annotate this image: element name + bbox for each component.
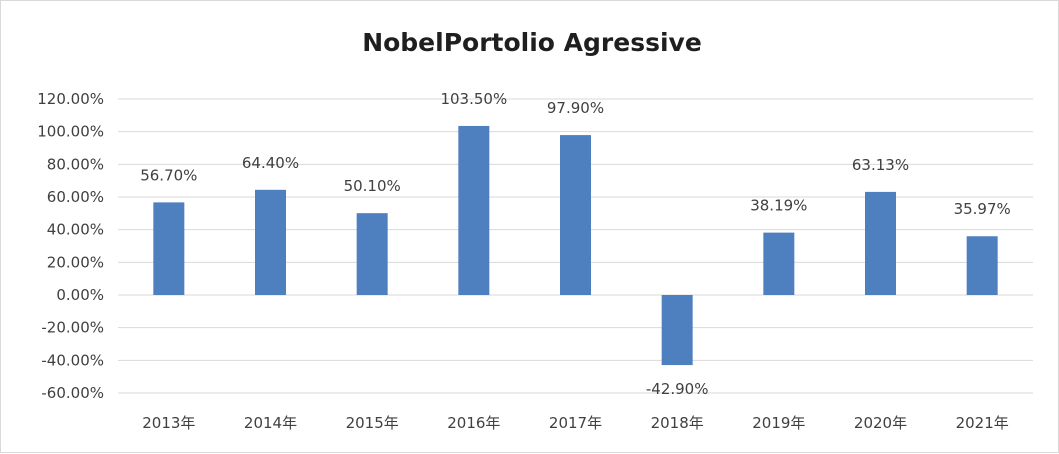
data-label: 38.19% xyxy=(750,197,807,215)
y-tick-label: 100.00% xyxy=(37,123,104,141)
data-label: -42.90% xyxy=(646,380,709,398)
y-tick-label: 120.00% xyxy=(37,90,104,108)
x-tick-label: 2020年 xyxy=(854,414,907,432)
data-label: 97.90% xyxy=(547,99,604,117)
x-tick-label: 2014年 xyxy=(244,414,297,432)
bars xyxy=(153,125,998,366)
bar xyxy=(865,191,896,295)
x-tick-label: 2018年 xyxy=(651,414,704,432)
data-label: 35.97% xyxy=(954,200,1011,218)
chart-title: NobelPortolio Agressive xyxy=(362,28,702,57)
data-label: 50.10% xyxy=(344,177,401,195)
y-tick-label: 80.00% xyxy=(47,155,104,173)
x-tick-label: 2015年 xyxy=(346,414,399,432)
x-tick-label: 2016年 xyxy=(447,414,500,432)
bar xyxy=(255,189,286,295)
x-tick-label: 2017年 xyxy=(549,414,602,432)
bar xyxy=(560,135,591,295)
y-tick-label: 20.00% xyxy=(47,253,104,271)
y-tick-label: 60.00% xyxy=(47,188,104,206)
x-tick-label: 2019年 xyxy=(752,414,805,432)
data-label: 56.70% xyxy=(140,166,197,184)
bar xyxy=(966,236,998,295)
x-axis-ticks: 2013年 2014年 2015年 2016年 2017年 2018年 2019年 2020年… xyxy=(142,414,1009,432)
y-tick-label: 40.00% xyxy=(47,221,104,239)
data-label: 63.13% xyxy=(852,156,909,174)
bar xyxy=(458,125,490,295)
y-tick-label: -60.00% xyxy=(41,384,104,402)
y-tick-label: 0.00% xyxy=(56,286,104,304)
y-tick-label: -40.00% xyxy=(41,351,104,369)
data-label: 64.40% xyxy=(242,154,299,172)
data-label: 103.50% xyxy=(440,90,507,108)
x-tick-label: 2021年 xyxy=(956,414,1009,432)
y-axis-ticks: 120.00% 100.00% 80.00% 60.00% 40.00% 20.00% 0.… xyxy=(37,90,104,402)
bar xyxy=(153,202,185,295)
x-tick-label: 2013年 xyxy=(142,414,195,432)
data-labels: 56.70% 64.40% 50.10% 103.50% 97.90% -42.90% 38… xyxy=(140,90,1011,398)
bar xyxy=(356,213,388,295)
y-tick-label: -20.00% xyxy=(41,319,104,337)
bar xyxy=(661,295,693,366)
bar xyxy=(763,232,795,295)
